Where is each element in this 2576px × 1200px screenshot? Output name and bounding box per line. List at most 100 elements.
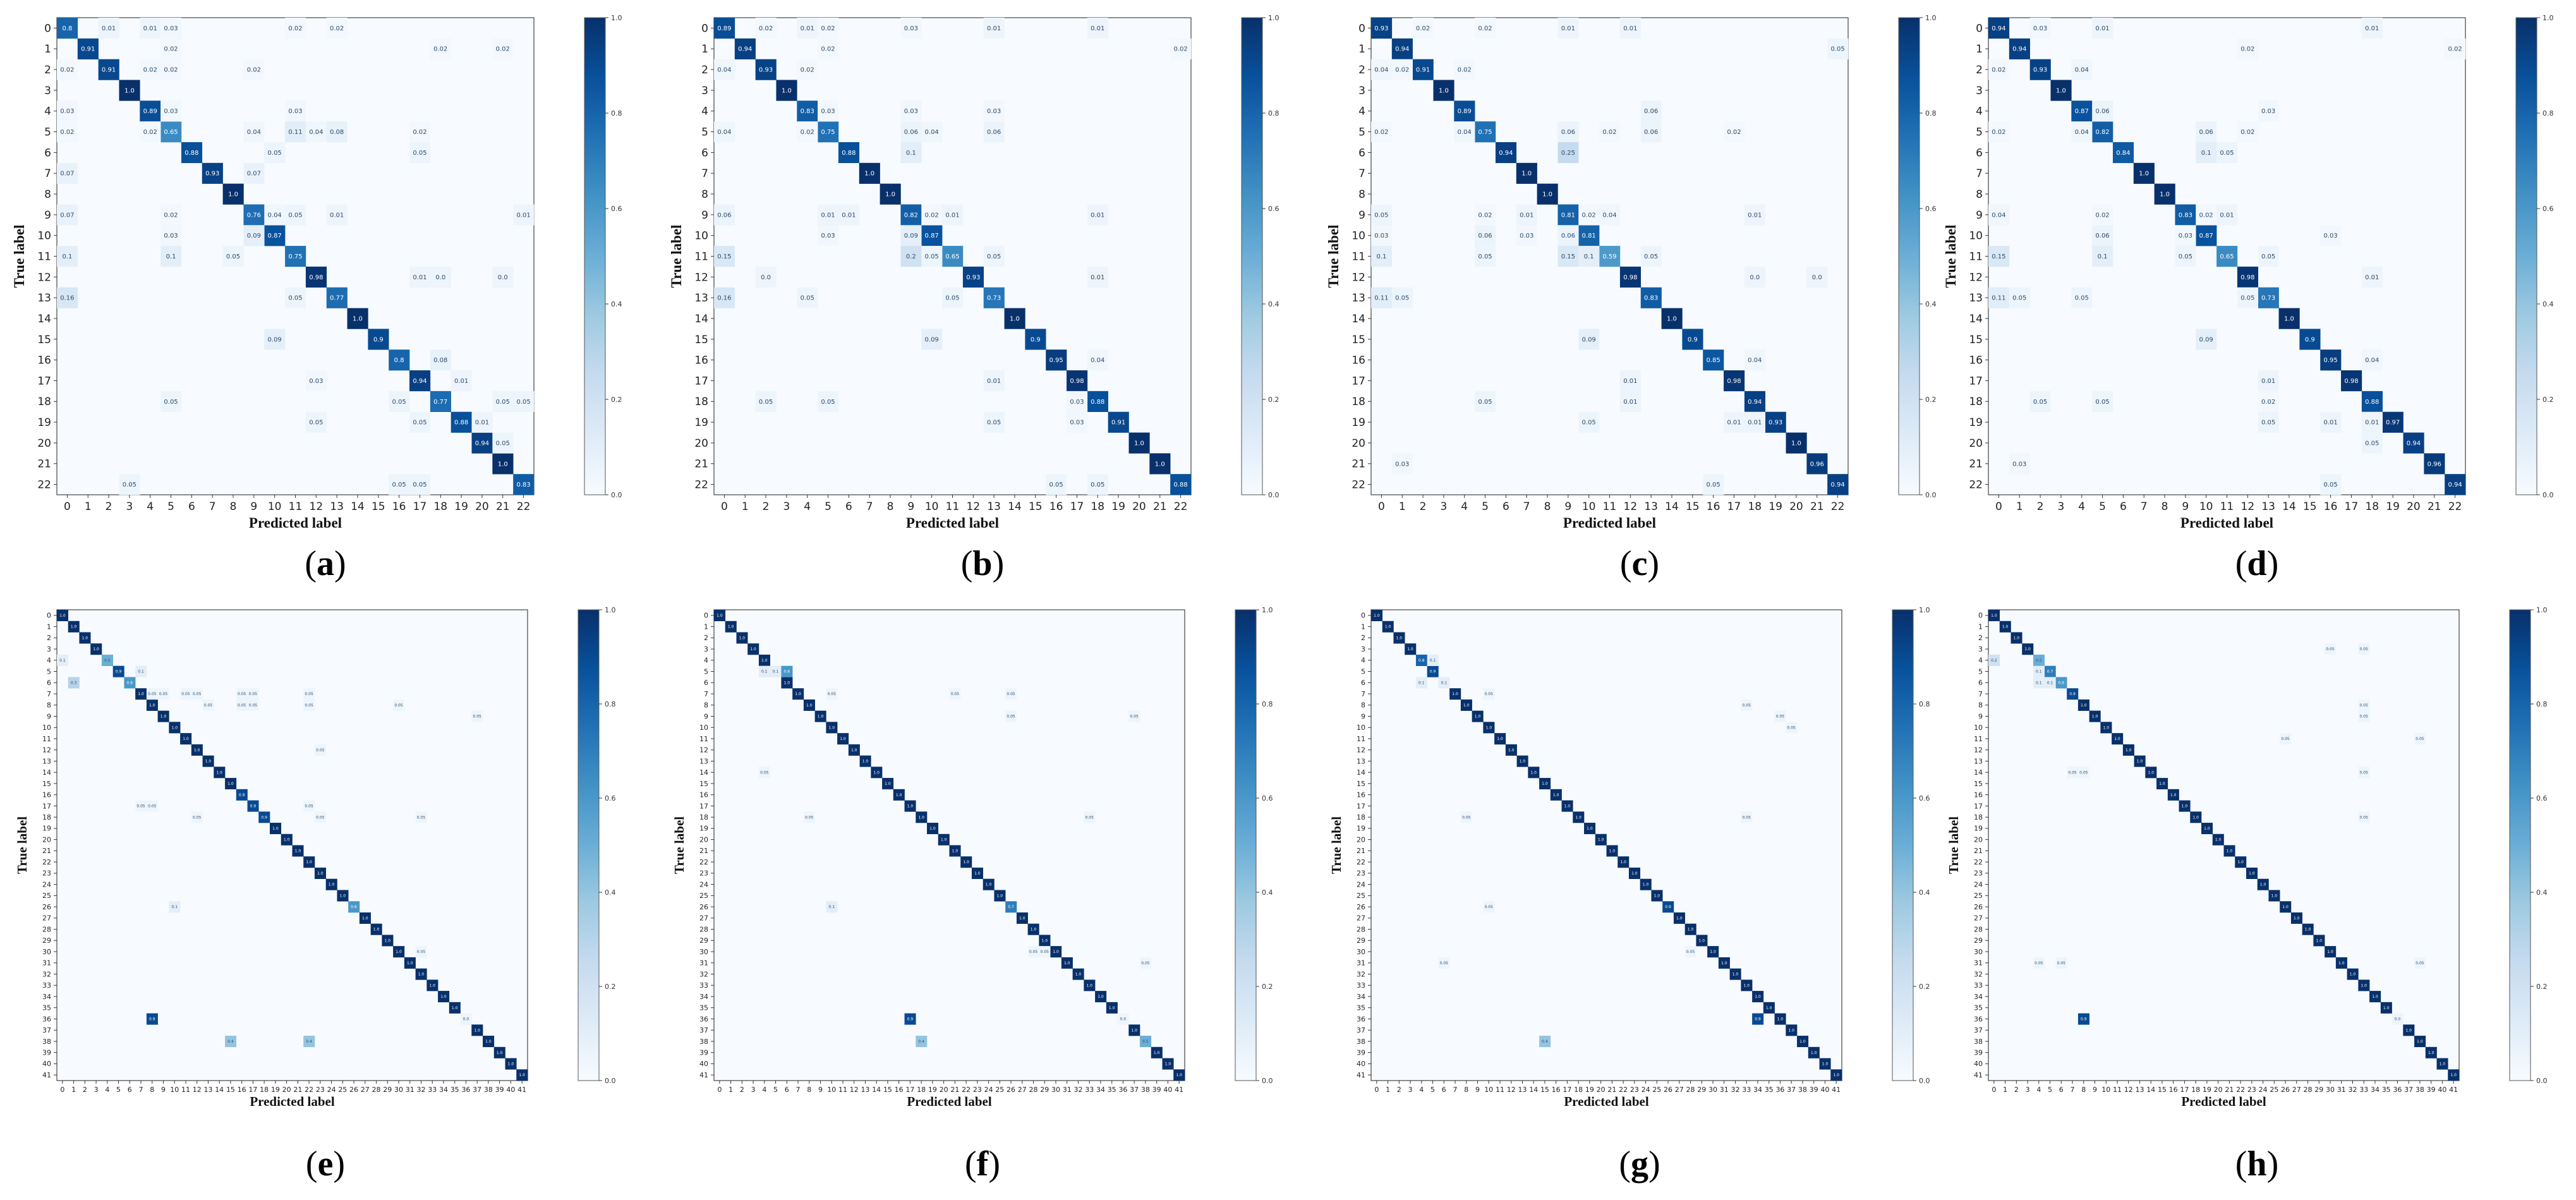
x-tick-label: 11: [1603, 500, 1617, 513]
matrix-cell: [758, 665, 770, 677]
matrix-cell: [2313, 935, 2325, 947]
matrix-cell: [1661, 308, 1683, 329]
matrix-cell: [1483, 901, 1495, 913]
matrix-cell: [202, 162, 223, 184]
cell-value-label: 0.05: [392, 482, 406, 488]
matrix-cell: [1806, 453, 1828, 475]
cell-value-label: 0.11: [1992, 295, 2005, 302]
x-tick-label: 13: [1644, 500, 1658, 513]
matrix-cell: [1382, 621, 1394, 633]
matrix-cell: [169, 722, 181, 734]
x-tick-label: 3: [1440, 500, 1447, 513]
y-tick-label: 19: [1351, 416, 1365, 429]
y-tick-label: 17: [699, 802, 708, 810]
cell-value-label: 0.05: [496, 399, 510, 406]
matrix-cell: [983, 18, 1005, 39]
matrix-cell: [2237, 121, 2259, 143]
cell-value-label: 0.83: [1644, 295, 1658, 302]
cell-value-label: 0.05: [1374, 212, 1388, 219]
matrix-cell: [2196, 142, 2217, 164]
y-tick-label: 10: [1357, 724, 1365, 732]
matrix-cell: [2033, 654, 2045, 666]
matrix-cell: [818, 18, 839, 39]
matrix-cell: [135, 665, 147, 677]
y-tick-label: 9: [1358, 209, 1365, 222]
x-tick-label: 26: [1007, 1086, 1015, 1094]
cell-value-label: 1.0: [1010, 315, 1020, 322]
colorbar-tick-label: 1.0: [1262, 606, 1273, 614]
cell-value-label: 1.0: [194, 748, 200, 753]
cell-value-label: 0.01: [2365, 420, 2379, 427]
y-tick-label: 1: [44, 43, 51, 56]
cell-value-label: 0.1: [828, 905, 835, 909]
x-tick-label: 14: [1529, 1086, 1538, 1094]
cell-value-label: 0.01: [1561, 25, 1575, 32]
cell-value-label: 1.0: [407, 961, 413, 966]
cell-value-label: 1.0: [1575, 815, 1581, 820]
cell-value-label: 0.03: [2261, 108, 2275, 115]
cell-value-label: 0.08: [433, 357, 447, 364]
matrix-cell: [1703, 349, 1724, 371]
x-tick-label: 11: [181, 1086, 190, 1094]
cell-value-label: 1.0: [2137, 760, 2143, 764]
cell-value-label: 0.07: [60, 212, 74, 219]
cell-value-label: 0.05: [288, 212, 302, 219]
matrix-cell: [2154, 183, 2175, 205]
cell-value-label: 0.94: [1830, 482, 1844, 488]
y-axis-title: True label: [668, 225, 684, 288]
x-tick-label: 19: [928, 1086, 937, 1094]
y-tick-label: 2: [1978, 634, 1983, 642]
x-tick-label: 20: [1597, 1086, 1605, 1094]
cell-value-label: 0.02: [1173, 46, 1187, 53]
matrix-cell: [68, 621, 80, 633]
y-tick-label: 0: [44, 22, 51, 35]
matrix-cell: [1140, 957, 1152, 969]
matrix-cell: [900, 246, 922, 267]
matrix-cell: [818, 38, 839, 59]
matrix-cell: [1061, 957, 1073, 969]
cell-value-label: 0.1: [166, 253, 176, 260]
cell-value-label: 0.01: [1091, 25, 1104, 32]
matrix-cell: [2092, 204, 2113, 226]
matrix-cell: [98, 59, 119, 80]
cell-value-label: 1.0: [1109, 1006, 1115, 1010]
matrix-cell: [882, 778, 894, 790]
matrix-cell: [1752, 1013, 1764, 1025]
colorbar: [2515, 17, 2537, 495]
x-tick-label: 14: [2146, 1086, 2155, 1094]
matrix-cell: [409, 474, 431, 495]
matrix-cell: [146, 688, 158, 700]
cell-value-label: 0.05: [760, 770, 769, 775]
cell-value-label: 1.0: [2350, 973, 2356, 977]
y-tick-label: 1: [1361, 622, 1365, 631]
x-tick-label: 9: [161, 1086, 166, 1094]
matrix-cell: [202, 699, 214, 711]
x-tick-label: 3: [2026, 1086, 2030, 1094]
x-tick-label: 13: [203, 1086, 212, 1094]
y-tick-label: 37: [42, 1026, 51, 1034]
matrix-cell: [2290, 912, 2302, 924]
colorbar-tick-label: 0.6: [1919, 794, 1930, 803]
y-tick-label: 5: [1978, 667, 1983, 676]
y-tick-label: 15: [37, 334, 51, 346]
cell-value-label: 0.85: [1706, 357, 1720, 364]
matrix-cell: [1619, 391, 1642, 412]
y-tick-label: 15: [1974, 780, 1983, 788]
cell-value-label: 0.02: [164, 46, 178, 53]
cell-value-label: 0.05: [2360, 815, 2369, 820]
matrix-cell: [236, 789, 248, 801]
matrix-cell: [2100, 722, 2112, 734]
cell-value-label: 0.4: [227, 1039, 234, 1044]
y-tick-label: 23: [1974, 870, 1983, 878]
cell-value-label: 0.91: [81, 46, 95, 53]
colorbar-tick-label: 0.0: [2543, 491, 2554, 499]
cell-value-label: 0.01: [102, 25, 116, 32]
cell-value-label: 1.0: [1396, 636, 1403, 640]
x-tick-label: 21: [496, 500, 510, 513]
y-tick-label: 13: [1969, 292, 1983, 305]
matrix-cell: [2258, 287, 2279, 308]
matrix-cell: [2071, 59, 2093, 80]
x-tick-label: 25: [1652, 1086, 1661, 1094]
matrix-cell: [2050, 80, 2072, 101]
y-tick-label: 31: [699, 959, 708, 967]
